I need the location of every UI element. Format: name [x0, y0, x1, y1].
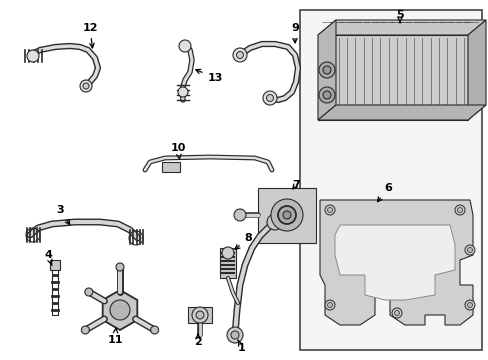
Text: 5: 5 [395, 10, 403, 23]
Bar [299, 10, 481, 350]
Polygon shape [319, 200, 472, 325]
Polygon shape [317, 105, 485, 120]
Circle shape [266, 214, 283, 230]
Text: 7: 7 [291, 180, 299, 190]
Circle shape [323, 91, 330, 99]
Circle shape [464, 300, 474, 310]
Circle shape [454, 205, 464, 215]
Circle shape [457, 207, 462, 212]
Text: 1: 1 [238, 340, 245, 353]
Circle shape [318, 87, 334, 103]
Text: 12: 12 [82, 23, 98, 48]
Circle shape [278, 206, 295, 224]
Circle shape [80, 80, 92, 92]
Circle shape [327, 207, 332, 212]
Text: 6: 6 [377, 183, 391, 202]
Circle shape [179, 40, 191, 52]
Circle shape [270, 199, 303, 231]
Circle shape [178, 87, 187, 97]
Polygon shape [334, 225, 454, 300]
Text: 10: 10 [170, 143, 185, 159]
Circle shape [394, 310, 399, 315]
Circle shape [116, 263, 124, 271]
Bar [258, 188, 315, 243]
Circle shape [84, 288, 93, 296]
Polygon shape [187, 307, 212, 323]
Circle shape [232, 48, 246, 62]
Circle shape [83, 83, 89, 89]
Circle shape [467, 302, 471, 307]
Circle shape [283, 211, 290, 219]
Polygon shape [317, 20, 485, 35]
Circle shape [263, 91, 276, 105]
Circle shape [467, 248, 471, 252]
Circle shape [196, 311, 203, 319]
Circle shape [327, 302, 332, 307]
Circle shape [391, 308, 401, 318]
Text: 4: 4 [44, 250, 52, 265]
Bar [162, 162, 180, 172]
Polygon shape [467, 20, 485, 120]
Polygon shape [102, 290, 137, 330]
Circle shape [222, 247, 234, 259]
Circle shape [318, 62, 334, 78]
Circle shape [325, 300, 334, 310]
Text: 3: 3 [56, 205, 69, 225]
Text: 11: 11 [107, 328, 122, 345]
Circle shape [234, 209, 245, 221]
Bar [50, 260, 60, 270]
Polygon shape [220, 248, 236, 278]
Text: 2: 2 [194, 334, 202, 347]
Circle shape [230, 331, 239, 339]
Circle shape [192, 307, 207, 323]
Circle shape [81, 326, 89, 334]
Circle shape [150, 326, 158, 334]
Polygon shape [317, 20, 335, 120]
Text: 8: 8 [235, 233, 251, 249]
Text: 9: 9 [290, 23, 298, 43]
Circle shape [464, 245, 474, 255]
Circle shape [110, 300, 130, 320]
Circle shape [323, 66, 330, 74]
Circle shape [226, 327, 243, 343]
Text: 13: 13 [195, 69, 222, 83]
Circle shape [236, 51, 243, 59]
Circle shape [266, 94, 273, 102]
Circle shape [27, 50, 39, 62]
Circle shape [325, 205, 334, 215]
Bar [317, 35, 467, 120]
